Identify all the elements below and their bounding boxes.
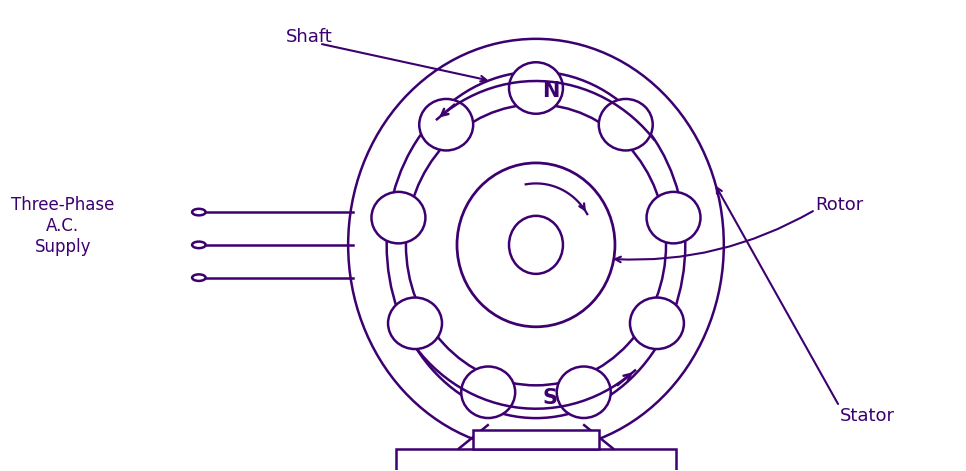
Bar [473, 430, 599, 448]
Ellipse shape [348, 39, 724, 451]
Ellipse shape [388, 298, 442, 349]
Circle shape [192, 242, 206, 248]
Circle shape [192, 275, 206, 281]
Text: Three-Phase
A.C.
Supply: Three-Phase A.C. Supply [11, 196, 114, 256]
Ellipse shape [509, 216, 563, 274]
Ellipse shape [646, 192, 700, 244]
Text: Shaft: Shaft [286, 27, 332, 46]
Ellipse shape [372, 192, 425, 244]
Ellipse shape [630, 298, 684, 349]
Text: N: N [542, 81, 559, 101]
Ellipse shape [406, 105, 666, 385]
Text: Stator: Stator [839, 407, 895, 425]
Ellipse shape [509, 62, 563, 114]
Ellipse shape [386, 72, 685, 418]
Bar [396, 448, 675, 471]
Ellipse shape [556, 366, 611, 418]
Text: Rotor: Rotor [815, 196, 864, 214]
Text: S: S [543, 389, 558, 408]
Ellipse shape [419, 99, 473, 150]
Ellipse shape [599, 99, 653, 150]
Ellipse shape [457, 163, 615, 327]
Circle shape [192, 209, 206, 215]
Ellipse shape [461, 366, 515, 418]
